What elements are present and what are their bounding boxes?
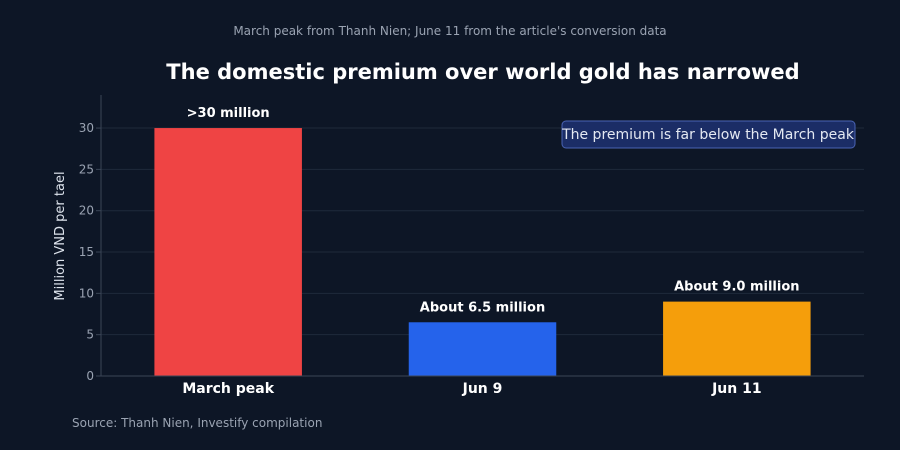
y-axis-label: Million VND per tael: [53, 171, 68, 300]
chart-title: The domestic premium over world gold has…: [166, 60, 799, 84]
annotation-box: The premium is far below the March peak: [561, 120, 856, 149]
bar-jun-9: [408, 322, 557, 376]
x-tick-label: Jun 9: [462, 381, 503, 397]
y-tick-label: 5: [86, 328, 94, 342]
y-tick-label: 25: [79, 162, 94, 176]
bars: [154, 128, 811, 376]
y-tick-label: 0: [86, 369, 94, 383]
x-ticks: March peak Jun 9 Jun 11: [182, 381, 761, 397]
y-tick-label: 20: [79, 204, 94, 218]
y-ticks: 0 5 10 15 20 25 30: [79, 121, 101, 383]
data-label: About 9.0 million: [674, 280, 799, 295]
y-tick-label: 30: [79, 121, 94, 135]
y-tick-label: 10: [79, 286, 94, 300]
data-label: >30 million: [187, 106, 270, 121]
x-tick-label: March peak: [182, 381, 274, 397]
y-tick-label: 15: [79, 245, 94, 259]
annotation-text: The premium is far below the March peak: [561, 127, 855, 143]
bar-march-peak: [154, 128, 302, 376]
chart-subtitle: March peak from Thanh Nien; June 11 from…: [233, 24, 666, 38]
x-tick-label: Jun 11: [711, 381, 762, 397]
data-labels: >30 million About 6.5 million About 9.0 mi…: [187, 106, 800, 315]
source-note: Source: Thanh Nien, Investify compilatio…: [72, 416, 322, 430]
bar-jun-11: [663, 301, 811, 376]
data-label: About 6.5 million: [420, 300, 545, 315]
